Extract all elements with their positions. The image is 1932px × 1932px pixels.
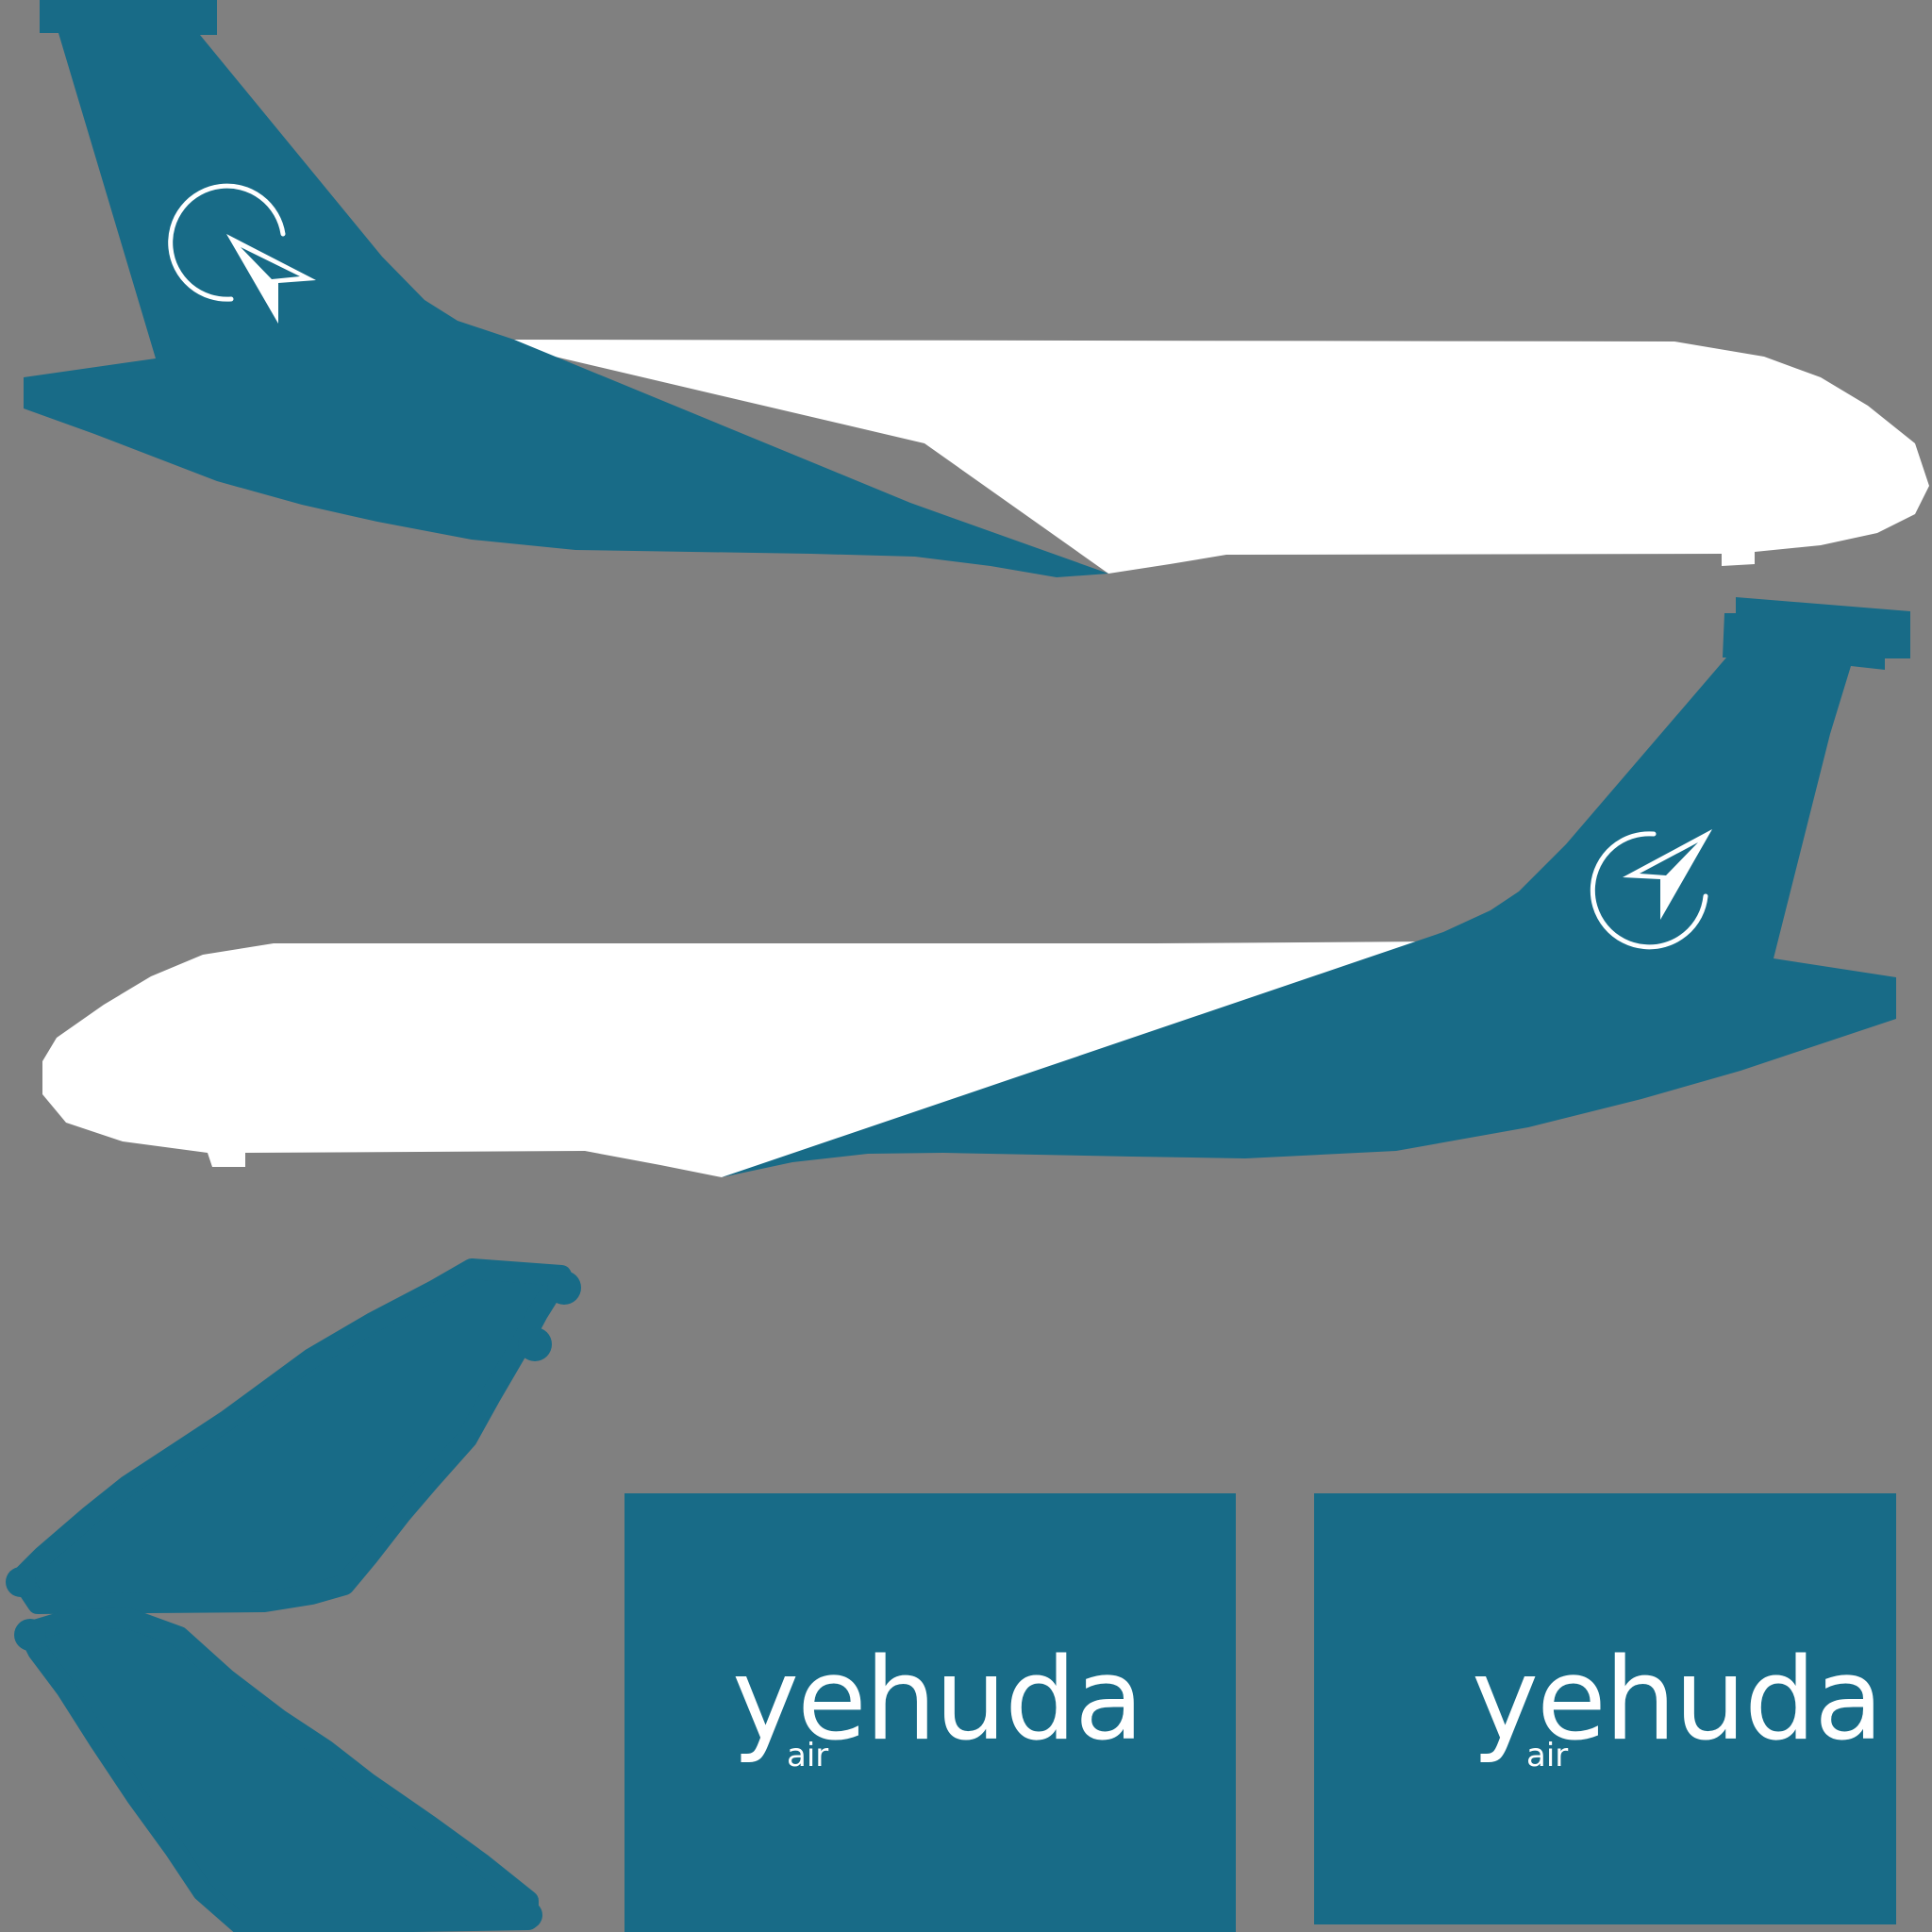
brand-sub: air (787, 1737, 828, 1774)
circular-arrow-paper-plane-icon (1590, 829, 1712, 950)
tail-fin-livery (722, 597, 1910, 1177)
logo-panel-background (625, 1493, 1236, 1932)
logo-panel-2: yehuda air (1314, 1493, 1896, 1924)
fuselage-body-white (462, 335, 1929, 574)
fuselage-left-side (24, 0, 1929, 577)
fuselage-body-white (42, 939, 1457, 1177)
stabilizer-lower (14, 1607, 542, 1932)
brand-sub: air (1526, 1737, 1568, 1774)
stabilizer-upper (6, 1258, 581, 1614)
brand-name: yehuda (1472, 1635, 1882, 1766)
circular-arrow-paper-plane-icon (168, 183, 316, 324)
brand-name: yehuda (732, 1635, 1142, 1766)
tail-fin-livery (24, 0, 1108, 577)
fuselage-right-side (42, 597, 1910, 1177)
logo-panel-background (1314, 1493, 1896, 1924)
logo-panel-1: yehuda air (625, 1493, 1236, 1932)
